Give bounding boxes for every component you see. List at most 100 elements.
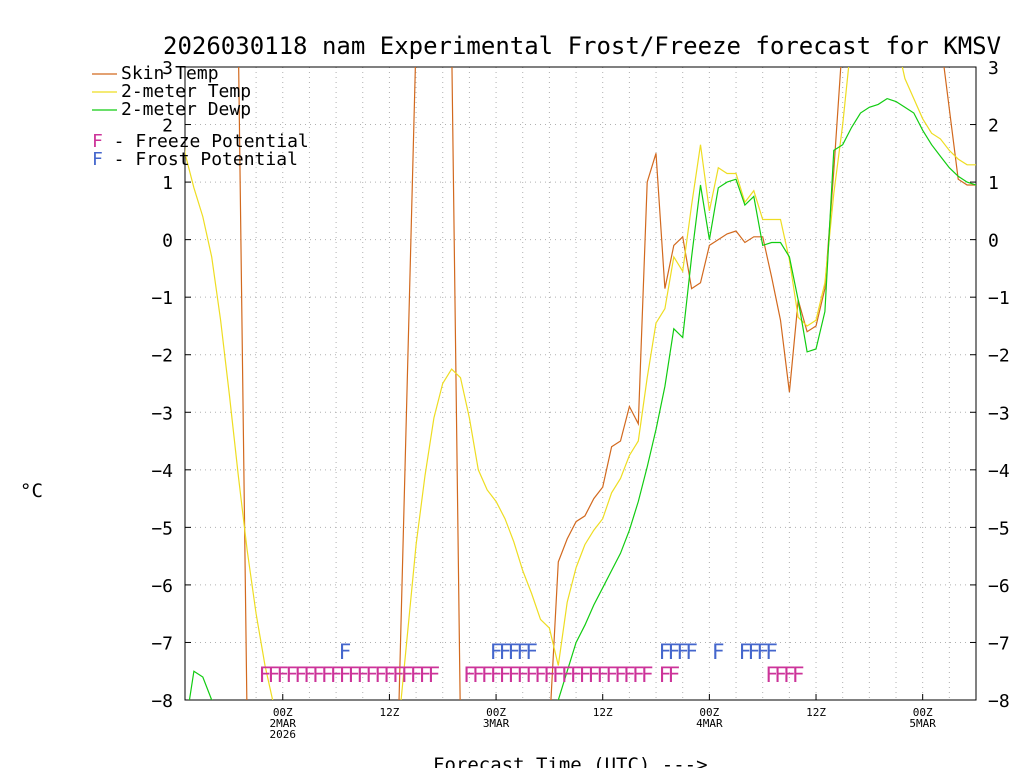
grid-lines — [185, 67, 976, 700]
y-tick-label-right: −8 — [988, 691, 1010, 712]
freeze-flag: F — [516, 663, 529, 687]
x-tick-label: 00Z — [699, 706, 719, 719]
frost-flag: F — [739, 640, 752, 664]
freeze-flag: F — [659, 663, 672, 687]
freeze-flag: F — [490, 663, 503, 687]
freeze-flag: F — [614, 663, 627, 687]
y-tick-label-left: −4 — [151, 461, 173, 482]
freeze-flag: F — [525, 663, 538, 687]
frost-flag: F — [516, 640, 529, 664]
x-tick-label: 12Z — [593, 706, 613, 719]
frost-flag: F — [712, 640, 725, 664]
freeze-flag: F — [792, 663, 805, 687]
x-tick-label: 2MAR — [270, 717, 297, 730]
x-tick-label: 4MAR — [696, 717, 723, 730]
freeze-flag: F — [276, 663, 289, 687]
frost-flag: F — [765, 640, 778, 664]
y-tick-label-left: −6 — [151, 576, 173, 597]
y-tick-label-left: 1 — [162, 173, 173, 194]
freeze-flag: F — [543, 663, 556, 687]
freeze-flag: F — [765, 663, 778, 687]
x-tick-label: 12Z — [379, 706, 399, 719]
freeze-flag: F — [365, 663, 378, 687]
freeze-flag: F — [339, 663, 352, 687]
freeze-flag: F — [428, 663, 441, 687]
freeze-flag: F — [472, 663, 485, 687]
legend-flag-letter: F — [92, 149, 103, 170]
freeze-flag: F — [321, 663, 334, 687]
freeze-flag: F — [383, 663, 396, 687]
freeze-flag: F — [303, 663, 316, 687]
y-tick-label-right: −7 — [988, 633, 1010, 654]
y-tick-label-left: 3 — [162, 58, 173, 79]
y-tick-label-right: 1 — [988, 173, 999, 194]
frost-flag: F — [676, 640, 689, 664]
freeze-flag: F — [588, 663, 601, 687]
freeze-flag: F — [259, 663, 272, 687]
x-tick-label: 3MAR — [483, 717, 510, 730]
x-tick-label: 2026 — [270, 728, 297, 741]
y-tick-label-right: −1 — [988, 288, 1010, 309]
y-tick-label-right: −6 — [988, 576, 1010, 597]
freeze-flag: F — [410, 663, 423, 687]
freeze-flag: F — [392, 663, 405, 687]
legend-flag-key: F - Freeze Potential — [92, 131, 309, 152]
freeze-flag: F — [330, 663, 343, 687]
freeze-flag: F — [356, 663, 369, 687]
frost-flag: F — [499, 640, 512, 664]
chart-title: 2026030118 nam Experimental Frost/Freeze… — [163, 32, 1001, 60]
frost-flag: F — [747, 640, 760, 664]
freeze-flag: F — [268, 663, 281, 687]
y-tick-label-right: 3 — [988, 58, 999, 79]
freeze-flag: F — [294, 663, 307, 687]
legend-entry-label: 2-meter Temp — [121, 81, 251, 102]
legend-entry-label: Skin Temp — [121, 63, 219, 84]
y-tick-label-left: −3 — [151, 403, 173, 424]
freeze-flag: F — [285, 663, 298, 687]
y-tick-label-left: −7 — [151, 633, 173, 654]
y-tick-label-right: −4 — [988, 461, 1010, 482]
freeze-flag: F — [783, 663, 796, 687]
legend-entry-label: 2-meter Dewp — [121, 99, 251, 120]
series-2-meter-dewp-line — [188, 97, 976, 700]
y-tick-label-right: −2 — [988, 346, 1010, 367]
x-tick-label: 5MAR — [909, 717, 936, 730]
freeze-flag: F — [561, 663, 574, 687]
freeze-flag: F — [570, 663, 583, 687]
legend-flag-key: F - Frost Potential — [92, 149, 298, 170]
frost-flag: F — [667, 640, 680, 664]
axis-ticks: −8 −8 −7 −7 −6 −6 −5 −5 −4 −4 −3 −3 −2 −2 −1 −1 0 0 1 1 2 2 3 3… — [151, 58, 1009, 741]
x-tick-label: 00Z — [913, 706, 933, 719]
freeze-flag: F — [632, 663, 645, 687]
freeze-flag: F — [623, 663, 636, 687]
x-tick-label: 12Z — [806, 706, 826, 719]
legend-flag-text: - Frost Potential — [103, 149, 298, 170]
freeze-flag: F — [774, 663, 787, 687]
freeze-flag: F — [605, 663, 618, 687]
y-axis-label: °C — [20, 480, 43, 502]
frost-flag: F — [659, 640, 672, 664]
frost-flag: F — [525, 640, 538, 664]
freeze-flag: F — [419, 663, 432, 687]
y-tick-label-left: 0 — [162, 231, 173, 252]
y-tick-label-left: 2 — [162, 116, 173, 137]
freeze-flag: F — [579, 663, 592, 687]
freeze-flag: F — [641, 663, 654, 687]
y-tick-label-right: −3 — [988, 403, 1010, 424]
frost-flag: F — [756, 640, 769, 664]
freeze-flag: F — [463, 663, 476, 687]
frost-flag: F — [339, 640, 352, 664]
freeze-flag: F — [667, 663, 680, 687]
y-tick-label-right: 0 — [988, 231, 999, 252]
y-tick-label-left: −1 — [151, 288, 173, 309]
freeze-flag: F — [481, 663, 494, 687]
legend-flag-letter: F — [92, 131, 103, 152]
y-tick-label-left: −2 — [151, 346, 173, 367]
freeze-flag: F — [401, 663, 414, 687]
freeze-flag: F — [552, 663, 565, 687]
x-axis-label: Forecast Time (UTC) ---> — [433, 754, 708, 768]
y-tick-label-right: −5 — [988, 518, 1010, 539]
x-tick-label: 00Z — [486, 706, 506, 719]
